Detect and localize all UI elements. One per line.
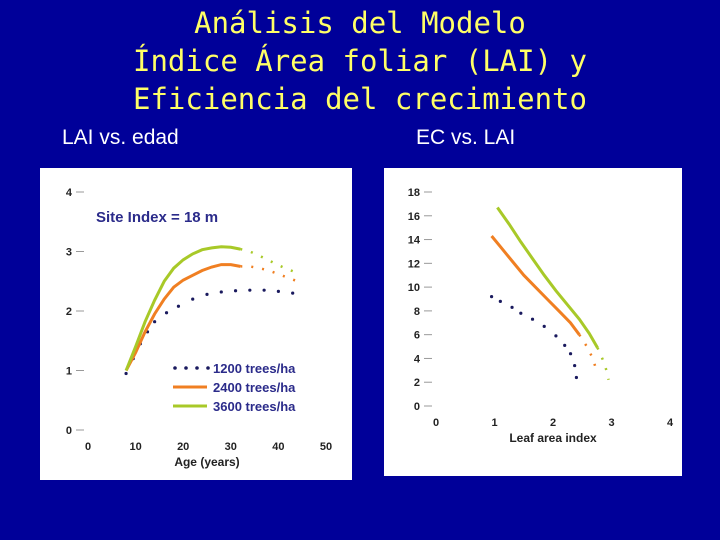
title-line-1: Análisis del Modelo [194,6,526,40]
x-tick-label: 40 [272,441,284,453]
data-point [191,297,195,301]
data-point [248,288,252,292]
data-point [233,289,238,293]
legend-marker [195,366,199,370]
data-point [563,343,567,347]
slide-title: Análisis del Modelo Índice Área foliar (… [0,4,720,118]
x-tick-label: 0 [433,417,439,429]
data-point [574,375,578,380]
subtitle-ec-vs-lai: EC vs. LAI [416,126,516,149]
x-tick-label: 3 [608,417,614,429]
y-tick-label: 14 [408,235,421,247]
title-line-2: Índice Área foliar (LAI) y [133,44,587,78]
subtitle-lai-vs-age: LAI vs. edad [62,126,179,149]
chart-annotation: Site Index = 18 m [96,209,218,226]
data-point [276,289,280,293]
x-tick-label: 10 [129,441,141,453]
chart-lai-vs-age-panel: 0 1 2 3 4 0 10 20 30 40 50 Age (years) Site Index = … [40,168,352,480]
series-line-tail [596,347,610,381]
x-axis-label: Leaf area index [509,431,597,445]
data-point [568,352,573,356]
x-tick-label: 4 [667,417,674,429]
legend-label: 2400 trees/ha [213,380,296,395]
data-point [164,311,169,315]
series-line [496,206,599,349]
data-point [542,324,546,328]
y-tick-label: 4 [414,353,421,365]
legend-marker [173,366,177,370]
series-line-tail [240,265,298,283]
data-point [176,304,181,308]
data-point [219,290,223,294]
y-tick-label: 10 [408,282,420,294]
y-tick-label: 12 [408,258,420,270]
data-point [554,334,558,338]
data-point [510,305,514,309]
y-tick-label: 4 [66,187,73,199]
legend-marker [206,366,210,370]
data-point [498,299,502,303]
data-point [573,363,577,368]
data-point [291,291,295,295]
data-point [530,317,535,321]
x-axis-label: Age (years) [174,455,239,469]
data-point [124,371,128,376]
legend-label: 3600 trees/ha [213,399,296,414]
x-tick-label: 50 [320,441,332,453]
data-point [153,320,157,324]
y-tick-label: 1 [66,366,72,378]
x-tick-label: 30 [225,441,237,453]
x-tick-label: 2 [550,417,556,429]
series-line [124,245,241,372]
title-line-3: Eficiencia del crecimiento [133,82,587,116]
x-tick-label: 20 [177,441,189,453]
series-line [490,235,581,336]
data-point [519,311,523,315]
y-tick-label: 8 [414,306,420,318]
series-line-tail [239,247,298,275]
y-tick-label: 16 [408,211,420,223]
y-tick-label: 3 [66,247,72,259]
y-tick-label: 18 [408,187,420,199]
legend-marker [184,366,188,370]
data-point [262,288,266,292]
y-tick-label: 0 [414,401,420,413]
x-tick-label: 1 [491,417,497,429]
data-point [205,292,209,296]
x-tick-label: 0 [85,441,91,453]
series-line [124,263,241,372]
data-point [489,295,494,299]
y-tick-label: 2 [414,377,420,389]
y-tick-label: 0 [66,425,72,437]
y-tick-label: 6 [414,330,420,342]
y-tick-label: 2 [66,306,72,318]
legend-label: 1200 trees/ha [213,361,296,376]
chart-ec-vs-lai-panel: 0 2 4 6 8 10 12 14 16 18 0 1 2 3 4 Leaf area index [384,168,682,476]
